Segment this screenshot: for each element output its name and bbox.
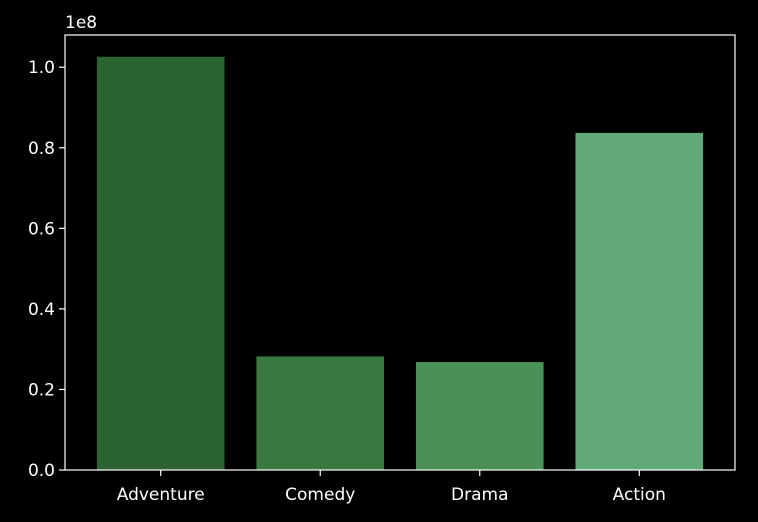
x-tick-label: Drama: [451, 485, 508, 505]
x-tick-label: Comedy: [285, 485, 355, 505]
plot-frame: [64, 34, 736, 471]
bars: [96, 56, 704, 470]
x-tick-label: Adventure: [117, 485, 205, 505]
y-tick-label: 1.0: [28, 58, 55, 78]
bar-adventure: [96, 56, 225, 470]
y-tick-label: 0.4: [28, 300, 55, 320]
bar-comedy: [256, 356, 385, 470]
y-offset-label: 1e8: [65, 13, 97, 33]
y-tick-label: 0.6: [28, 219, 55, 239]
y-tick-label: 0.2: [28, 380, 55, 400]
y-tick-label: 0.8: [28, 139, 55, 159]
bar-drama: [415, 362, 544, 470]
x-tick-label: Action: [613, 485, 666, 505]
y-tick-label: 0.0: [28, 461, 55, 481]
x-axis: Adventure Comedy Drama Action: [117, 470, 666, 505]
bar-action: [575, 132, 704, 470]
y-axis: 0.0 0.2 0.4 0.6 0.8 1.0: [28, 58, 65, 481]
